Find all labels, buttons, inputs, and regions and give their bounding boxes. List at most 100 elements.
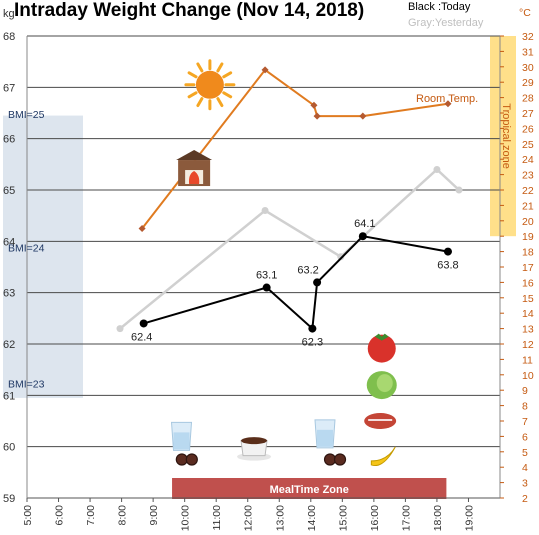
left-tick-label: 67 <box>3 82 15 94</box>
today-point <box>443 247 452 256</box>
right-tick-label: 8 <box>522 401 528 413</box>
banana-icon <box>370 446 396 467</box>
bmi-label: BMI=25 <box>8 109 45 121</box>
right-tick-label: 26 <box>522 123 534 135</box>
pill <box>185 453 198 466</box>
fireplace-flame <box>188 171 200 185</box>
legend-yesterday: Gray:Yesterday <box>408 17 484 29</box>
left-tick-label: 66 <box>3 134 15 146</box>
left-tick-label: 68 <box>3 31 15 43</box>
lettuce-icon <box>366 371 397 400</box>
tomato-body <box>367 334 396 363</box>
right-axis-unit: °C <box>519 7 531 19</box>
left-tick-label: 63 <box>3 288 15 300</box>
sun-ray <box>222 91 233 99</box>
right-tick-label: 20 <box>522 216 534 228</box>
yesterday-point <box>433 165 441 173</box>
tomato-icon <box>367 333 396 363</box>
coffee-icon <box>237 437 272 461</box>
steak-icon <box>364 413 397 429</box>
tropical-zone-label: Tropical zone <box>500 103 512 169</box>
series-line-today <box>143 235 449 331</box>
right-tick-label: 7 <box>522 416 528 428</box>
x-tick-label: 5:00 <box>22 505 34 526</box>
today-data-label: 63.1 <box>256 270 277 282</box>
right-tick-label: 12 <box>522 339 534 351</box>
pill <box>175 453 188 466</box>
sun-ray <box>196 62 204 73</box>
coffee <box>241 437 268 445</box>
x-tick-label: 7:00 <box>85 505 97 526</box>
today-point <box>358 232 367 241</box>
right-tick-label: 21 <box>522 200 534 212</box>
glass-water <box>316 429 333 447</box>
x-tick-label: 16:00 <box>369 505 381 531</box>
right-tick-label: 32 <box>522 31 534 43</box>
right-tick-label: 9 <box>522 385 528 397</box>
left-axis-unit: kg <box>3 8 15 20</box>
room-temp-point <box>359 112 367 120</box>
bmi-band <box>3 115 83 398</box>
series-line-yesterday <box>119 167 460 330</box>
today-point <box>139 319 148 328</box>
x-tick-label: 6:00 <box>54 505 66 526</box>
tomato-leaves <box>374 333 389 341</box>
yesterday-point <box>261 207 269 215</box>
sun-ray <box>216 97 224 108</box>
right-tick-label: 29 <box>522 77 534 89</box>
left-tick-label: 60 <box>3 442 15 454</box>
left-tick-label: 61 <box>3 390 15 402</box>
glass-water <box>173 432 190 450</box>
pills-icon <box>323 453 347 466</box>
sun-ray <box>187 91 198 99</box>
right-tick-label: 2 <box>522 493 528 505</box>
yesterday-point <box>455 186 463 194</box>
x-tick-label: 18:00 <box>432 505 444 531</box>
banana-body <box>370 446 396 467</box>
meal-time-zone-band <box>172 478 447 499</box>
right-tick-label: 31 <box>522 46 534 58</box>
room-temp-point <box>261 66 269 74</box>
sun-ray <box>216 62 224 73</box>
background-bands <box>3 36 516 499</box>
series-line-room-temp <box>141 68 449 230</box>
bmi-label: BMI=23 <box>8 379 45 391</box>
right-tick-label: 14 <box>522 308 534 320</box>
x-tick-label: 14:00 <box>306 505 318 531</box>
tropical-zone-band <box>490 36 516 237</box>
x-tick-label: 10:00 <box>180 505 192 531</box>
today-point <box>262 283 271 292</box>
right-tick-label: 4 <box>522 462 528 474</box>
right-tick-label: 22 <box>522 185 534 197</box>
lettuce-heart <box>376 374 393 393</box>
x-tick-label: 8:00 <box>117 505 129 526</box>
right-tick-label: 24 <box>522 154 534 166</box>
right-tick-label: 19 <box>522 231 534 243</box>
left-tick-label: 65 <box>3 185 15 197</box>
right-tick-label: 3 <box>522 478 528 490</box>
today-point <box>308 324 317 333</box>
sun-icon <box>184 59 236 111</box>
sun-disc <box>195 70 224 99</box>
today-data-label: 63.8 <box>437 260 458 272</box>
today-point <box>313 278 322 287</box>
right-tick-label: 30 <box>522 62 534 74</box>
right-tick-label: 23 <box>522 170 534 182</box>
x-tick-label: 13:00 <box>274 505 286 531</box>
yesterday-point <box>337 253 345 261</box>
water-glass-icon <box>170 421 193 451</box>
fireplace-icon <box>176 150 213 187</box>
room-temp-point <box>444 100 452 108</box>
x-tick-label: 15:00 <box>337 505 349 531</box>
legend-today: Black :Today <box>408 1 471 13</box>
right-tick-label: 16 <box>522 277 534 289</box>
right-tick-label: 17 <box>522 262 534 274</box>
grid <box>26 35 504 502</box>
pill <box>323 453 337 466</box>
text-layer: Intraday Weight Change (Nov 14, 2018) Bl… <box>3 0 534 531</box>
x-tick-label: 9:00 <box>148 505 160 526</box>
right-tick-label: 28 <box>522 93 534 105</box>
sun-ray <box>222 71 233 79</box>
right-tick-label: 6 <box>522 431 528 443</box>
sun-ray <box>187 71 198 79</box>
